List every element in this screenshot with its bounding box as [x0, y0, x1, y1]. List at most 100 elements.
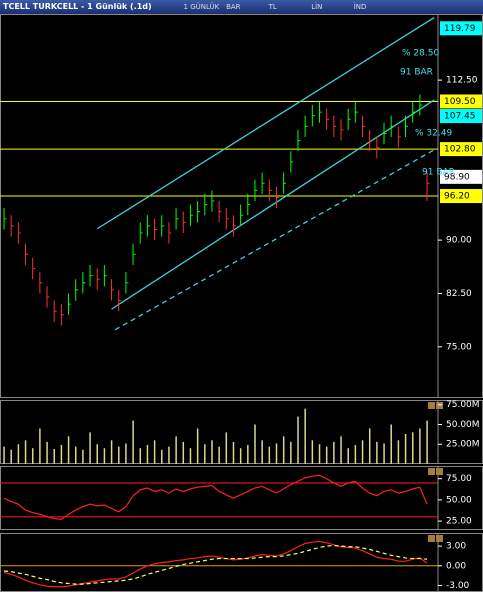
volume-bar	[282, 436, 285, 464]
y-tick-label: 90.00	[446, 236, 472, 246]
trend-line	[111, 99, 435, 310]
y-tick-label: 25.00	[446, 517, 472, 527]
price-marker	[440, 169, 482, 184]
volume-bar	[211, 440, 213, 464]
volume-bar	[419, 428, 421, 464]
volume-bar	[225, 432, 228, 464]
volume-bar	[304, 408, 306, 464]
annotation: % 28.50	[402, 49, 439, 59]
volume-bar	[89, 432, 91, 464]
volume-bar	[354, 445, 357, 464]
annotation: 91 BAR	[400, 68, 433, 78]
panel-frame	[0, 533, 483, 592]
volume-bar	[426, 420, 428, 464]
volume-bar	[46, 441, 48, 464]
volume-bar	[67, 436, 70, 464]
volume-bar	[411, 432, 414, 464]
volume-bar	[168, 446, 170, 464]
price-marker-label: 96.20	[444, 192, 470, 202]
price-marker-label: 109.50	[444, 97, 476, 107]
volume-bar	[103, 448, 106, 464]
volume-bar	[318, 444, 321, 464]
volume-bar	[397, 440, 400, 464]
price-marker	[440, 189, 482, 204]
y-tick-label: 75.00M	[446, 400, 480, 410]
panel-button	[436, 402, 443, 409]
volume-bar	[404, 433, 407, 464]
volume-bar	[368, 428, 371, 464]
panel-frame	[0, 466, 483, 530]
volume-bar	[161, 449, 163, 464]
volume-bar	[247, 445, 249, 464]
volume-bar	[376, 441, 378, 464]
volume-bar	[39, 428, 41, 464]
volume-bar	[3, 446, 5, 464]
volume-bar	[53, 448, 55, 464]
annotation: 91 BAR	[422, 168, 455, 178]
volume-bar	[182, 441, 185, 464]
volume-bar	[31, 448, 34, 464]
volume-bar	[196, 428, 199, 464]
y-tick-label: 50.00M	[446, 420, 480, 430]
volume-bar	[125, 443, 127, 464]
toolbar-item[interactable]: İND	[353, 3, 367, 11]
volume-bar	[82, 449, 84, 464]
volume-bar	[153, 440, 156, 464]
y-tick-label: 112.50	[446, 76, 478, 86]
y-tick-label: 82.50	[446, 289, 472, 299]
indicator-line	[3, 540, 428, 588]
price-marker-label: 119.79	[444, 24, 476, 34]
volume-bar	[333, 441, 335, 464]
panel-button	[428, 468, 435, 475]
volume-bar	[239, 448, 242, 464]
trend-line	[114, 149, 435, 331]
toolbar-item[interactable]: BAR	[226, 3, 241, 11]
panel-frame	[0, 400, 483, 464]
panel-button	[428, 535, 435, 542]
volume-bar	[24, 440, 27, 464]
y-tick-label: 0.00	[446, 561, 466, 571]
volume-bar	[204, 444, 206, 464]
y-tick-label: 25.00M	[446, 440, 480, 450]
volume-bar	[275, 443, 278, 464]
volume-bar	[118, 446, 120, 464]
y-tick-label: -3.00	[446, 581, 470, 591]
volume-bar	[254, 424, 256, 464]
volume-bar	[75, 446, 77, 464]
price-marker-label: 102.80	[444, 145, 476, 155]
y-tick-label: 50.00	[446, 495, 472, 505]
chart: 112.50 90.00 82.50 75.00 119.79 109.50 107.45 1…	[0, 14, 483, 592]
toolbar-item[interactable]: TL	[268, 3, 277, 11]
volume-bar	[325, 446, 328, 464]
volume-bar	[146, 445, 149, 464]
volume-bar	[383, 443, 385, 464]
chart-title: TCELL TURKCELL - 1 Günlük (.1d)	[3, 2, 152, 11]
price-marker	[440, 94, 482, 109]
y-tick-label: 75.00	[446, 342, 472, 352]
volume-bar	[340, 436, 342, 464]
panel-button	[436, 468, 443, 475]
volume-bar	[96, 444, 99, 464]
volume-bar	[110, 440, 113, 464]
volume-bar	[311, 440, 314, 464]
title-bar: TCELL TURKCELL - 1 Günlük (.1d) 1 GÜNLÜK…	[0, 0, 483, 14]
toolbar-item[interactable]: 1 GÜNLÜK	[183, 3, 220, 11]
volume-bar	[132, 420, 134, 464]
annotation: % 32.49	[415, 129, 452, 139]
volume-bar	[17, 444, 20, 464]
volume-bar	[361, 440, 364, 464]
panel-button	[428, 402, 435, 409]
volume-bar	[347, 448, 349, 464]
trend-line	[96, 17, 435, 230]
volume-bar	[10, 449, 12, 464]
volume-bar	[390, 424, 392, 464]
volume-bar	[232, 441, 235, 464]
y-tick-label: 3.00	[446, 542, 466, 552]
volume-bar	[189, 448, 192, 464]
volume-bar	[297, 416, 299, 464]
indicator-line	[3, 544, 428, 585]
toolbar-item[interactable]: LİN	[311, 3, 323, 11]
volume-bar	[139, 448, 142, 464]
price-marker-label: 98.90	[444, 172, 470, 182]
